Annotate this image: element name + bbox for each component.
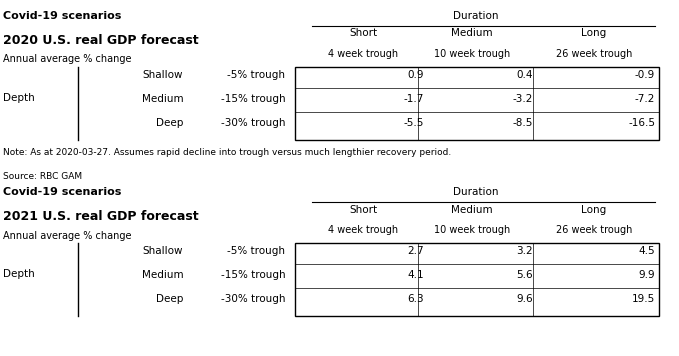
Text: -5% trough: -5% trough [227,246,285,256]
Text: Deep: Deep [156,118,183,128]
Text: 4.5: 4.5 [639,246,655,256]
Text: 2021 U.S. real GDP forecast: 2021 U.S. real GDP forecast [3,210,199,223]
Text: -30% trough: -30% trough [221,118,285,128]
Text: -15% trough: -15% trough [221,270,285,280]
Text: 4 week trough: 4 week trough [328,225,399,235]
Text: -16.5: -16.5 [628,118,655,128]
Text: -30% trough: -30% trough [221,294,285,304]
Text: Depth: Depth [3,269,35,279]
Text: Short: Short [349,205,378,215]
Text: Depth: Depth [3,93,35,103]
Text: -5% trough: -5% trough [227,70,285,80]
Text: Deep: Deep [156,294,183,304]
Text: Source: RBC GAM: Source: RBC GAM [3,172,83,180]
Text: Medium: Medium [142,94,183,104]
Text: 19.5: 19.5 [632,294,655,304]
Text: Annual average % change: Annual average % change [3,54,132,64]
Text: -3.2: -3.2 [513,94,533,104]
Text: 9.6: 9.6 [517,294,533,304]
Text: -15% trough: -15% trough [221,94,285,104]
Text: 4.1: 4.1 [408,270,424,280]
Text: Annual average % change: Annual average % change [3,231,132,241]
Text: Shallow: Shallow [143,70,183,80]
Text: 4 week trough: 4 week trough [328,49,399,59]
Text: 9.9: 9.9 [639,270,655,280]
Text: Duration: Duration [452,11,498,21]
Text: -7.2: -7.2 [635,94,655,104]
Text: Medium: Medium [142,270,183,280]
Bar [295,243,659,316]
Text: 0.4: 0.4 [517,70,533,80]
Text: 5.6: 5.6 [517,270,533,280]
Text: -8.5: -8.5 [513,118,533,128]
Text: 2.7: 2.7 [408,246,424,256]
Text: -1.7: -1.7 [404,94,424,104]
Bar [295,67,659,140]
Text: 2020 U.S. real GDP forecast: 2020 U.S. real GDP forecast [3,33,199,47]
Text: Duration: Duration [452,187,498,197]
Text: 10 week trough: 10 week trough [434,225,510,235]
Text: 26 week trough: 26 week trough [556,225,632,235]
Text: 6.3: 6.3 [408,294,424,304]
Text: 10 week trough: 10 week trough [434,49,510,59]
Text: Short: Short [349,28,378,38]
Text: Medium: Medium [451,205,493,215]
Text: Long: Long [581,28,607,38]
Text: -5.5: -5.5 [404,118,424,128]
Text: Note: As at 2020-03-27. Assumes rapid decline into trough versus much lengthier : Note: As at 2020-03-27. Assumes rapid de… [3,148,452,157]
Text: 3.2: 3.2 [517,246,533,256]
Text: Long: Long [581,205,607,215]
Text: Covid-19 scenarios: Covid-19 scenarios [3,11,122,21]
Text: 26 week trough: 26 week trough [556,49,632,59]
Text: Covid-19 scenarios: Covid-19 scenarios [3,187,122,197]
Text: Shallow: Shallow [143,246,183,256]
Text: 0.9: 0.9 [408,70,424,80]
Text: -0.9: -0.9 [635,70,655,80]
Text: Medium: Medium [451,28,493,38]
